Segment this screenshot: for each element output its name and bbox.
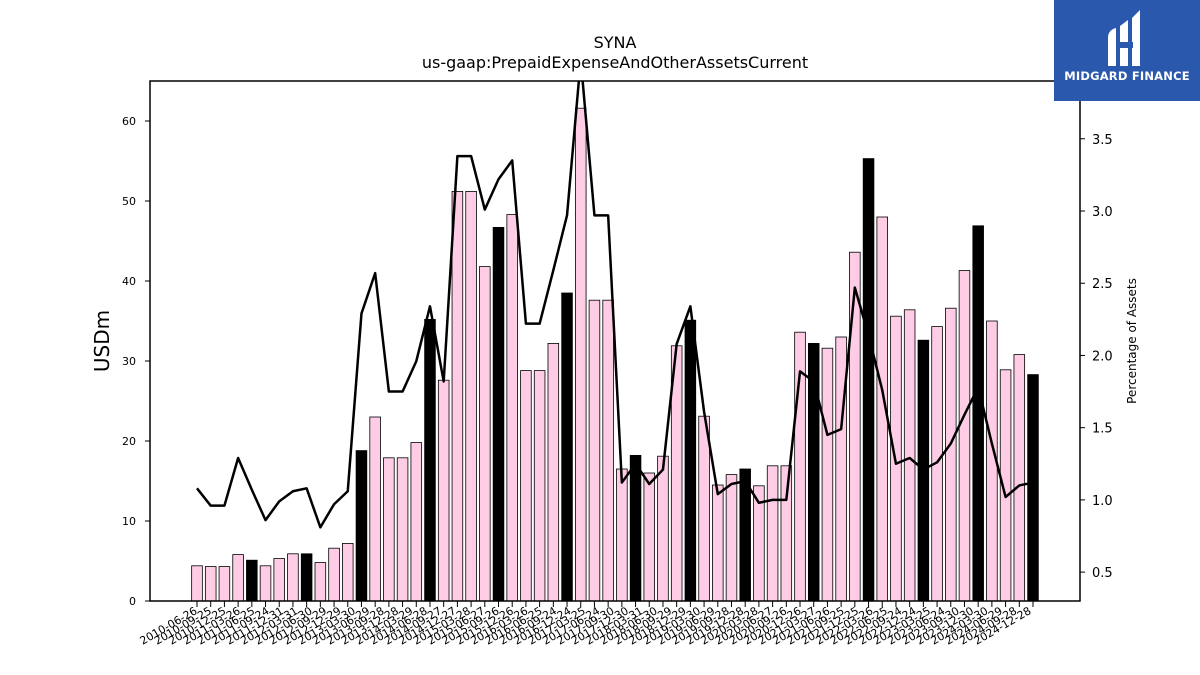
y-tick-label: 40	[122, 275, 136, 288]
bar	[574, 107, 587, 602]
bar	[479, 266, 491, 602]
y-tick-label: 60	[122, 115, 136, 128]
bar	[766, 465, 779, 602]
bar	[355, 450, 368, 602]
bar	[520, 370, 532, 602]
bar	[945, 307, 957, 602]
bar	[218, 566, 231, 602]
bar	[780, 465, 793, 602]
y2-tick-label: 1.0	[1092, 494, 1113, 509]
bar	[588, 299, 601, 602]
bar	[191, 565, 203, 602]
bar-series	[191, 107, 1039, 602]
bar	[492, 226, 505, 602]
bar	[232, 554, 244, 602]
y2-axis-label: Percentage of Assets	[1125, 278, 1139, 404]
y2-tick-label: 3.5	[1092, 133, 1113, 148]
chart-subtitle: us-gaap:PrepaidExpenseAndOtherAssetsCurr…	[422, 53, 808, 72]
bar	[821, 347, 834, 602]
bar	[684, 319, 697, 602]
y-axis-label: USDm	[90, 310, 114, 372]
bar	[958, 270, 971, 602]
bar	[862, 158, 875, 602]
bar	[835, 336, 847, 602]
bar	[643, 472, 656, 602]
bar	[437, 379, 450, 602]
bar	[328, 547, 340, 602]
midgard-finance-logo: MIDGARD FINANCE	[1054, 0, 1200, 101]
y-tick-label: 50	[122, 195, 136, 208]
y-tick-label: 30	[122, 355, 136, 368]
bar	[287, 553, 299, 602]
bar	[547, 342, 560, 602]
y2-tick-label: 2.0	[1092, 349, 1113, 364]
bar	[451, 190, 464, 602]
bar	[300, 553, 313, 602]
bar	[725, 474, 738, 602]
percentage-line	[196, 81, 1034, 529]
bar	[712, 484, 724, 602]
bar	[1027, 374, 1039, 602]
bar	[698, 415, 710, 602]
bar	[410, 442, 423, 602]
y2-tick-label: 3.0	[1092, 205, 1113, 220]
bar	[533, 370, 546, 602]
bar	[383, 457, 395, 602]
bar	[629, 454, 642, 602]
y-tick-label: 10	[122, 515, 136, 528]
x-axis: 2010-06-262010-09-252010-12-252011-03-26…	[138, 601, 1034, 648]
y-axis-left: 0 10 20 30 40 50 60	[122, 115, 150, 608]
bar	[616, 468, 628, 602]
y-tick-label: 0	[129, 595, 136, 608]
bar	[273, 558, 285, 602]
bar	[314, 562, 327, 602]
bar	[424, 318, 436, 602]
logo-mark-icon	[1108, 10, 1140, 66]
chart-title: SYNA	[594, 33, 637, 52]
y-axis-right: 0.5 1.0 1.5 2.0 2.5 3.0 3.5	[1080, 133, 1113, 581]
y2-tick-label: 1.5	[1092, 422, 1113, 437]
bar	[602, 299, 614, 602]
bar	[259, 565, 272, 602]
bar	[369, 416, 381, 602]
bar	[903, 309, 916, 602]
bar	[342, 543, 354, 602]
bar	[657, 455, 669, 602]
y-tick-label: 20	[122, 435, 136, 448]
y2-tick-label: 0.5	[1092, 566, 1113, 581]
bar	[246, 559, 258, 602]
bar	[465, 190, 477, 602]
percentage-line-series	[196, 81, 1034, 529]
logo-text: MIDGARD FINANCE	[1064, 69, 1190, 83]
bar	[561, 292, 573, 602]
bar	[972, 225, 984, 602]
bar	[204, 566, 217, 602]
bar	[506, 214, 518, 602]
bar	[396, 457, 409, 602]
plot-frame	[149, 80, 1081, 602]
bar	[1013, 354, 1026, 602]
y2-tick-label: 2.5	[1092, 277, 1113, 292]
